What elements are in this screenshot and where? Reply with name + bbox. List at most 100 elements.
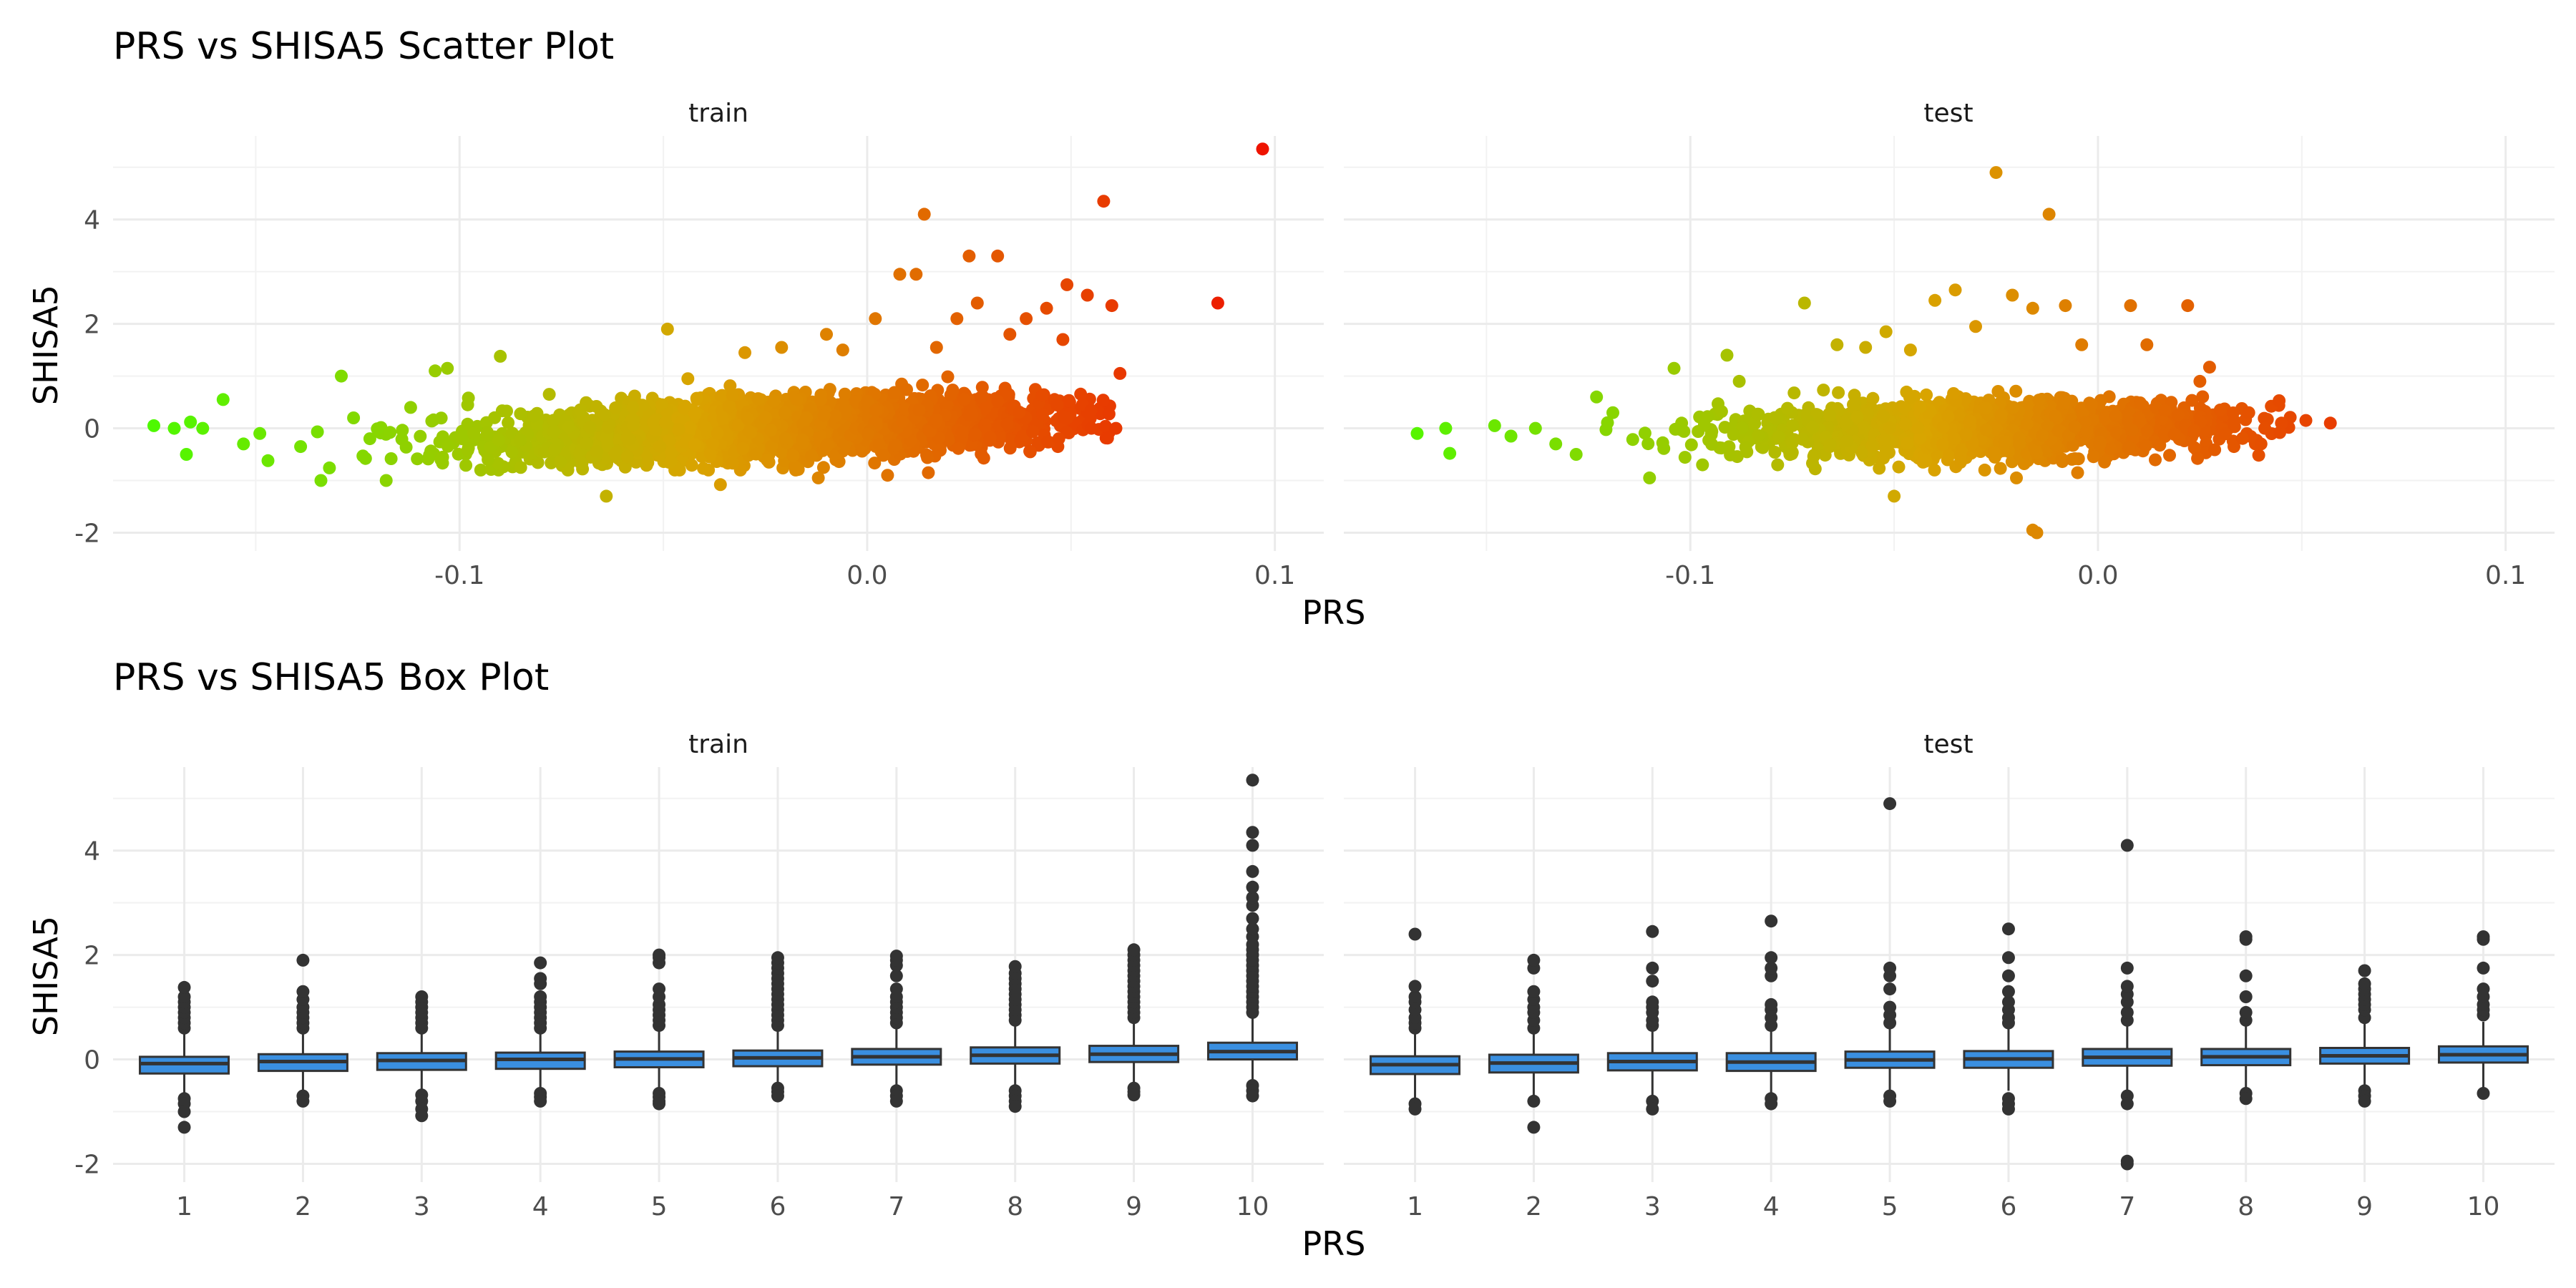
scatter-point	[480, 429, 494, 442]
x-tick-label: 0.1	[1254, 561, 1295, 590]
box-4	[494, 956, 586, 1108]
scatter-point	[600, 489, 613, 503]
scatter-chart-title: PRS vs SHISA5 Scatter Plot	[113, 25, 614, 68]
scatter-point	[492, 434, 505, 447]
scatter-point	[1883, 421, 1896, 434]
scatter-point	[917, 208, 931, 221]
scatter-point	[1797, 296, 1811, 310]
scatter-point	[492, 457, 505, 470]
scatter-point	[970, 296, 984, 310]
scatter-point	[2010, 471, 2023, 484]
scatter-point	[1488, 419, 1501, 432]
scatter-point	[1020, 312, 1033, 326]
scatter-point	[363, 432, 376, 446]
scatter-point	[547, 425, 560, 439]
scatter-point	[1724, 448, 1737, 462]
scatter-point	[488, 411, 502, 424]
box-outlier	[771, 1089, 784, 1103]
scatter-point	[384, 452, 398, 465]
scatter-point	[1839, 416, 1853, 430]
scatter-point	[1877, 409, 1890, 423]
scatter-point	[1569, 448, 1583, 461]
scatter-point	[2030, 526, 2044, 540]
scatter-point	[653, 439, 667, 453]
scatter-point	[1443, 447, 1457, 460]
scatter-point	[2181, 299, 2195, 313]
scatter-point	[1865, 439, 1879, 453]
scatter-point	[775, 341, 789, 354]
scatter-point	[1727, 428, 1740, 441]
scatter-point	[1817, 384, 1830, 397]
scatter-point	[2125, 424, 2139, 437]
scatter-point	[459, 459, 473, 472]
scatter-point	[1023, 445, 1037, 459]
scatter-point	[1102, 407, 1116, 421]
scatter-point	[2093, 436, 2107, 449]
scatter-point	[1061, 394, 1075, 408]
scatter-point	[1036, 408, 1049, 421]
scatter-point	[547, 414, 560, 427]
scatter-point	[909, 268, 923, 281]
scatter-point	[1113, 366, 1127, 380]
scatter-point	[590, 445, 603, 459]
scatter-point	[814, 388, 828, 401]
scatter-point	[1873, 462, 1886, 475]
box-3	[376, 990, 467, 1123]
scatter-point	[2163, 449, 2176, 462]
scatter-point	[2133, 396, 2147, 409]
scatter-point	[805, 449, 819, 462]
scatter-point	[311, 425, 324, 439]
scatter-point	[1410, 426, 1424, 440]
scatter-point	[434, 453, 448, 467]
scatter-point	[2258, 421, 2272, 435]
scatter-point	[514, 407, 527, 421]
scatter-point	[2036, 429, 2049, 442]
scatter-point	[2006, 401, 2020, 414]
scatter-point	[623, 432, 636, 446]
box-outlier	[889, 982, 903, 996]
scatter-point	[1947, 387, 1961, 400]
scatter-point	[1026, 425, 1040, 439]
scatter-point	[2202, 361, 2216, 374]
scatter-point	[1901, 436, 1914, 450]
scatter-point	[2009, 384, 2023, 398]
scatter-point	[1979, 423, 1993, 436]
scatter-point	[597, 408, 611, 421]
scatter-point	[1936, 438, 1949, 452]
scatter-point	[1097, 195, 1111, 208]
scatter-point	[1720, 348, 1734, 362]
scatter-point	[1888, 489, 1901, 503]
scatter-point	[1060, 278, 1074, 291]
scatter-point	[579, 436, 592, 450]
scatter-point	[1439, 421, 1453, 435]
scatter-point	[583, 421, 597, 434]
scatter-point	[1959, 428, 1973, 441]
scatter-point	[216, 393, 230, 406]
scatter-point	[542, 388, 556, 401]
scatter-point	[2299, 414, 2313, 427]
scatter-point	[323, 461, 336, 474]
scatter-point	[722, 400, 736, 414]
scatter-point	[991, 249, 1005, 263]
scatter-point	[1969, 320, 1982, 333]
box-chart-title: PRS vs SHISA5 Box Plot	[113, 656, 549, 699]
scatter-point	[896, 415, 909, 429]
scatter-point	[1898, 401, 1911, 415]
x-tick-label: 0.0	[847, 561, 887, 590]
scatter-point	[358, 452, 372, 465]
scatter-point	[889, 439, 903, 452]
scatter-point	[1109, 421, 1123, 435]
scatter-point	[921, 451, 935, 464]
scatter-point	[760, 453, 774, 467]
scatter-point	[1823, 409, 1837, 422]
scatter-point	[1085, 421, 1098, 435]
scatter-point	[514, 461, 527, 474]
scatter-point	[1840, 434, 1854, 448]
scatter-point	[1667, 361, 1681, 375]
scatter-point	[2065, 452, 2079, 466]
scatter-point	[2191, 452, 2205, 465]
y-tick-label: -2	[74, 519, 100, 548]
scatter-point	[749, 447, 763, 461]
scatter-point	[868, 457, 882, 470]
scatter-point	[147, 419, 160, 432]
